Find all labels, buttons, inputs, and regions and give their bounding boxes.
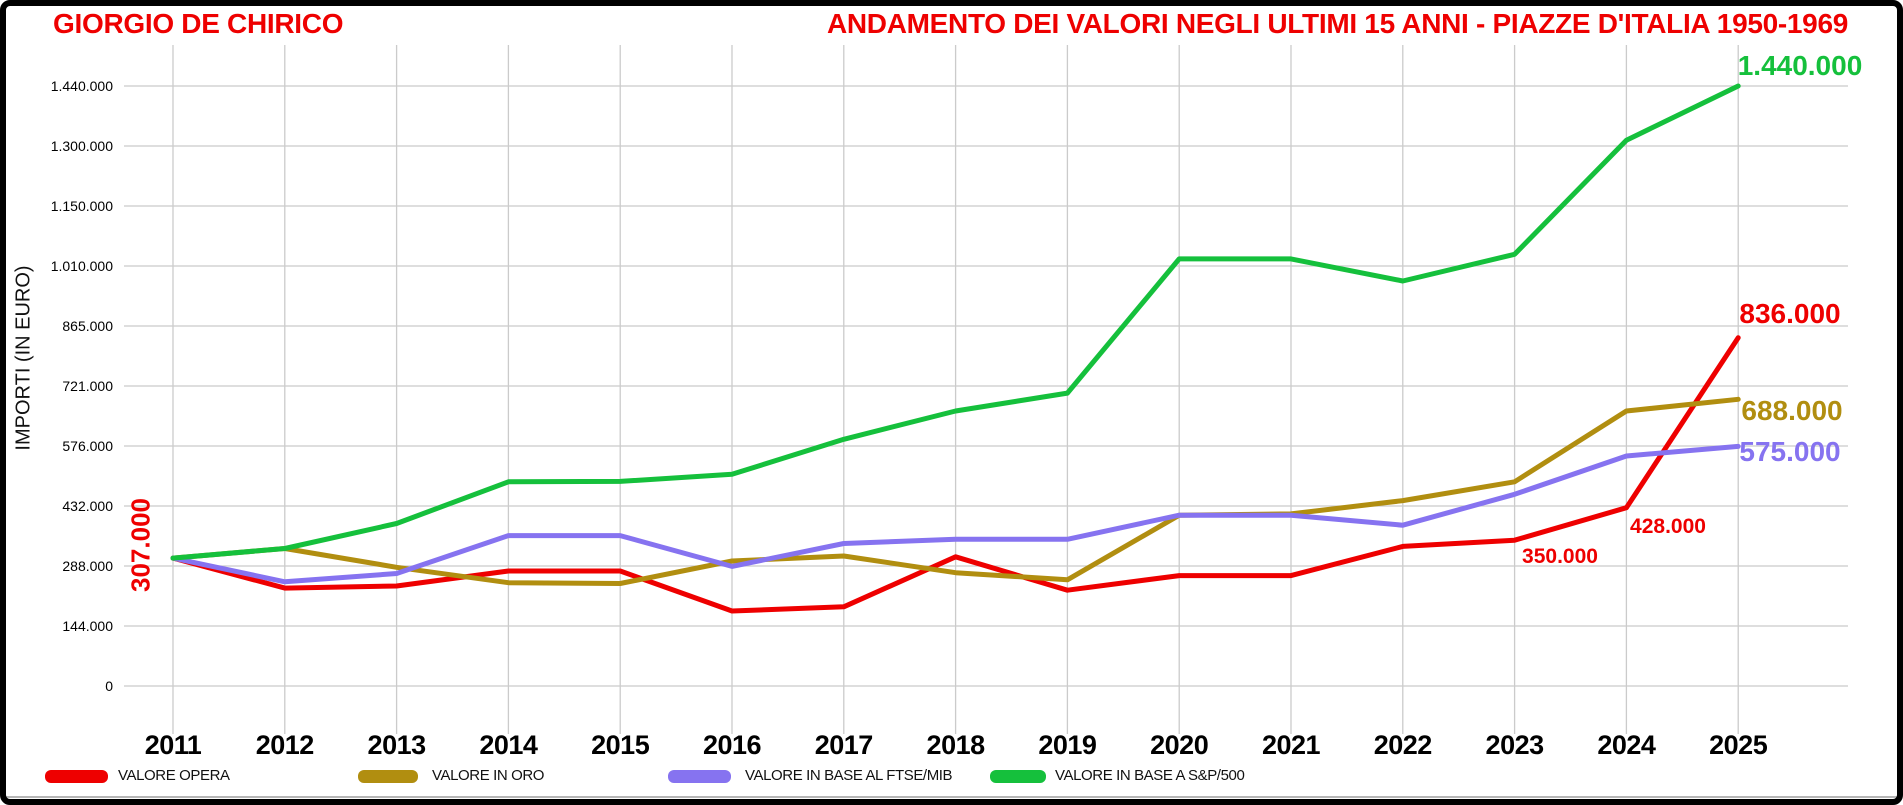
y-tick-label: 576.000: [62, 438, 113, 454]
legend-swatch-valore-opera: [45, 770, 108, 783]
x-tick-label: 2014: [479, 730, 538, 760]
value-annotation: 575.000: [1739, 436, 1841, 467]
value-annotation: 836.000: [1739, 298, 1841, 329]
y-tick-label: 1.300.000: [50, 138, 113, 154]
x-tick-label: 2025: [1709, 730, 1768, 760]
x-tick-label: 2021: [1261, 730, 1321, 760]
legend-swatch-valore-in-base-al-ftse-mib: [668, 770, 731, 783]
series-line-valore-opera: [170, 335, 1741, 614]
series-line-valore-in-oro: [170, 396, 1741, 586]
x-tick-label: 2023: [1485, 730, 1545, 760]
x-tick-label: 2017: [814, 730, 874, 760]
chart-title: ANDAMENTO DEI VALORI NEGLI ULTIMI 15 ANN…: [826, 8, 1848, 39]
x-tick-label: 2011: [144, 730, 202, 760]
legend-swatch-valore-in-base-a-s-p-500: [990, 770, 1046, 783]
y-tick-label: 1.150.000: [50, 198, 113, 214]
x-tick-label: 2022: [1373, 730, 1433, 760]
series-line-valore-in-base-a-s-p-500: [170, 83, 1741, 561]
x-tick-label: 2020: [1150, 730, 1209, 760]
legend-label-valore-in-base-a-s-p-500: VALORE IN BASE A S&P/500: [1055, 767, 1245, 784]
x-tick-label: 2013: [367, 730, 427, 760]
legend-label-valore-in-oro: VALORE IN ORO: [432, 767, 545, 784]
x-tick-label: 2018: [926, 730, 986, 760]
y-tick-label: 144.000: [62, 618, 113, 634]
series-line-valore-in-base-al-ftse-mib: [170, 443, 1741, 585]
y-tick-label: 0: [105, 678, 113, 694]
legend-label-valore-opera: VALORE OPERA: [118, 767, 230, 784]
x-tick-label: 2016: [702, 730, 762, 760]
y-tick-label: 721.000: [62, 378, 113, 394]
legend-swatch-valore-in-oro: [358, 770, 418, 783]
value-annotation: 350.000: [1522, 545, 1598, 568]
y-tick-label: 1.010.000: [50, 258, 113, 274]
y-tick-label: 1.440.000: [50, 78, 113, 94]
bottom-divider: [5, 796, 1898, 798]
y-tick-label: 432.000: [62, 498, 113, 514]
artist-title: GIORGIO DE CHIRICO: [53, 8, 344, 39]
y-tick-label: 865.000: [62, 318, 113, 334]
legend-label-valore-in-base-al-ftse-mib: VALORE IN BASE AL FTSE/MIB: [745, 767, 953, 784]
value-annotation: 1.440.000: [1737, 50, 1863, 81]
x-tick-label: 2012: [255, 730, 315, 760]
value-annotation: 307.000: [125, 498, 156, 592]
y-tick-label: 288.000: [62, 558, 113, 574]
x-tick-label: 2024: [1597, 730, 1656, 760]
value-annotation: 688.000: [1741, 395, 1843, 426]
y-axis-title: IMPORTI (IN EURO): [12, 265, 35, 451]
x-tick-label: 2015: [591, 730, 650, 760]
x-tick-label: 2019: [1038, 730, 1097, 760]
value-annotation: 428.000: [1630, 515, 1706, 538]
